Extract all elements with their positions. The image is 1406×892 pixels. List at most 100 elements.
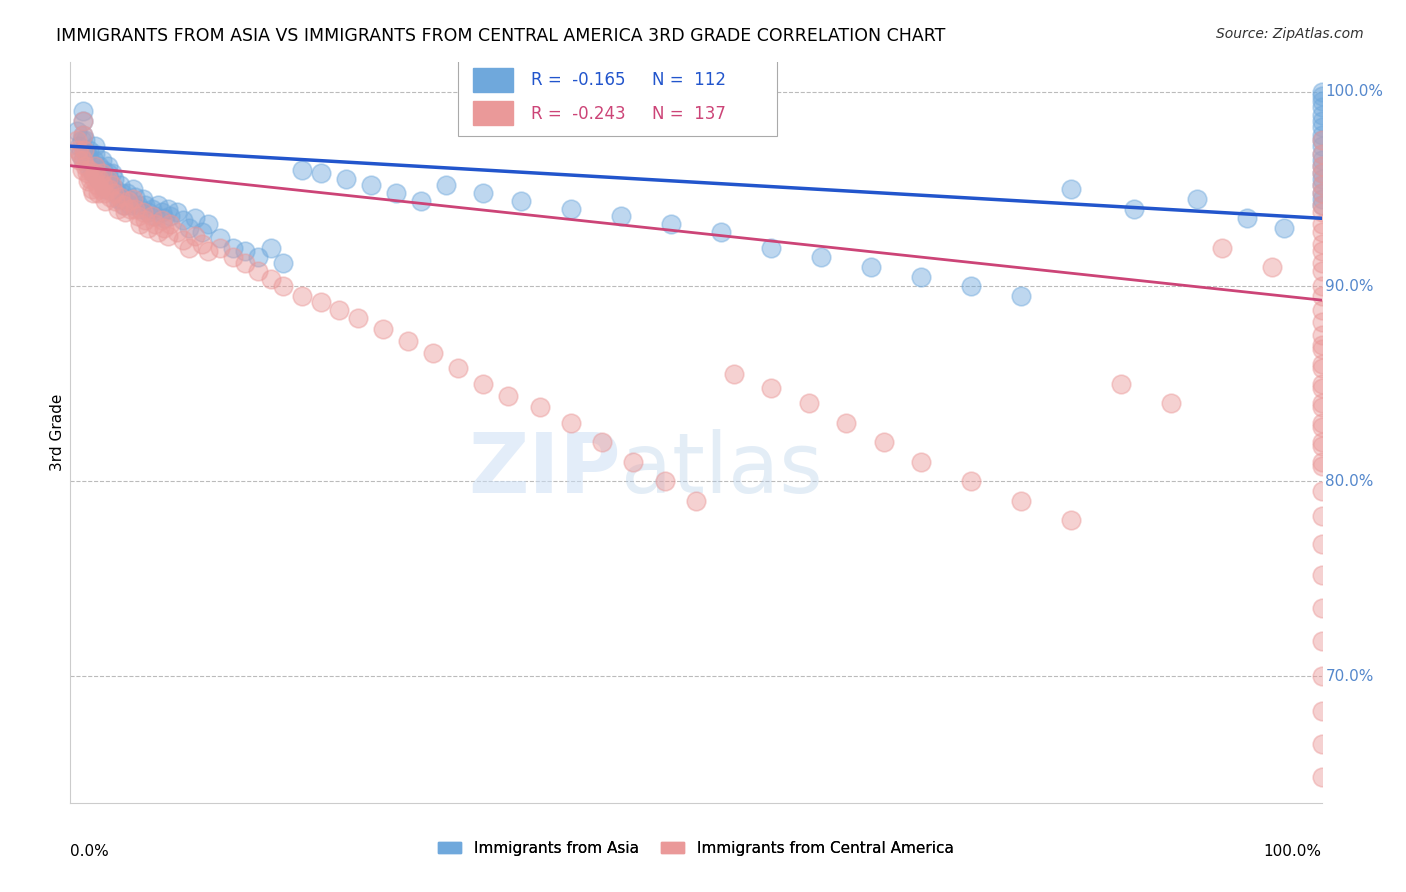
- Bar: [474, 101, 513, 126]
- Point: [1310, 133, 1333, 147]
- Point: [87, 172, 110, 186]
- Point: [910, 455, 932, 469]
- Point: [153, 221, 176, 235]
- Point: [1310, 416, 1333, 430]
- Point: [1160, 396, 1182, 410]
- Point: [447, 361, 470, 376]
- Point: [1310, 192, 1333, 206]
- Point: [1310, 279, 1333, 293]
- Text: R =  -0.243: R = -0.243: [531, 105, 626, 123]
- Point: [159, 217, 181, 231]
- Point: [335, 172, 357, 186]
- Point: [76, 174, 98, 188]
- Point: [560, 416, 582, 430]
- Point: [685, 493, 707, 508]
- Point: [1310, 120, 1333, 134]
- Point: [104, 194, 127, 208]
- Point: [472, 376, 495, 391]
- Point: [1310, 166, 1333, 180]
- Point: [710, 225, 733, 239]
- Point: [156, 202, 179, 216]
- Point: [93, 186, 115, 200]
- Point: [76, 159, 98, 173]
- Point: [124, 202, 146, 216]
- Point: [1310, 338, 1333, 352]
- Point: [67, 139, 90, 153]
- Point: [1310, 737, 1333, 751]
- Point: [1310, 458, 1333, 473]
- Point: [222, 240, 245, 254]
- Point: [1310, 85, 1333, 99]
- Point: [166, 205, 188, 219]
- Point: [84, 147, 107, 161]
- Point: [1310, 256, 1333, 270]
- Point: [1310, 509, 1333, 524]
- Legend: Immigrants from Asia, Immigrants from Central America: Immigrants from Asia, Immigrants from Ce…: [432, 835, 960, 862]
- Point: [73, 143, 96, 157]
- Point: [90, 153, 112, 167]
- Point: [145, 210, 167, 224]
- Point: [145, 217, 167, 231]
- Point: [120, 197, 142, 211]
- Point: [1310, 147, 1333, 161]
- Point: [190, 236, 212, 251]
- Point: [72, 114, 94, 128]
- Text: 90.0%: 90.0%: [1326, 279, 1374, 294]
- Point: [70, 162, 93, 177]
- Point: [110, 186, 132, 200]
- Point: [1211, 240, 1233, 254]
- Point: [1310, 95, 1333, 109]
- Point: [73, 143, 96, 157]
- Point: [1310, 634, 1333, 648]
- Point: [129, 202, 152, 216]
- Point: [1310, 88, 1333, 103]
- Point: [654, 475, 676, 489]
- Point: [111, 197, 134, 211]
- Point: [1310, 100, 1333, 114]
- Point: [1310, 567, 1333, 582]
- Point: [1185, 192, 1208, 206]
- Y-axis label: 3rd Grade: 3rd Grade: [49, 394, 65, 471]
- Point: [79, 153, 101, 167]
- Point: [247, 264, 270, 278]
- Point: [209, 231, 232, 245]
- Point: [498, 388, 520, 402]
- Point: [94, 182, 117, 196]
- Point: [107, 192, 129, 206]
- Point: [72, 114, 94, 128]
- Point: [117, 192, 139, 206]
- Point: [1310, 484, 1333, 499]
- Point: [860, 260, 883, 274]
- Point: [1310, 314, 1333, 328]
- Text: IMMIGRANTS FROM ASIA VS IMMIGRANTS FROM CENTRAL AMERICA 3RD GRADE CORRELATION CH: IMMIGRANTS FROM ASIA VS IMMIGRANTS FROM …: [56, 27, 946, 45]
- Point: [146, 197, 169, 211]
- Point: [77, 162, 100, 177]
- Point: [153, 211, 176, 226]
- Point: [75, 159, 97, 173]
- Point: [86, 162, 108, 177]
- Point: [259, 271, 281, 285]
- Point: [1010, 289, 1032, 303]
- Point: [72, 128, 94, 142]
- Point: [271, 279, 294, 293]
- Bar: [474, 68, 513, 92]
- Point: [659, 217, 682, 231]
- Point: [79, 172, 101, 186]
- Point: [1310, 358, 1333, 372]
- Point: [1310, 771, 1333, 785]
- Point: [1310, 435, 1333, 450]
- Point: [65, 133, 87, 147]
- Point: [396, 334, 419, 348]
- Point: [560, 202, 582, 216]
- Point: [384, 186, 406, 200]
- Point: [1060, 513, 1083, 527]
- Point: [529, 401, 551, 415]
- Text: atlas: atlas: [621, 429, 823, 510]
- Point: [309, 166, 332, 180]
- Point: [1272, 221, 1295, 235]
- Point: [70, 133, 93, 147]
- Point: [115, 186, 138, 200]
- Point: [141, 202, 163, 216]
- Point: [235, 256, 257, 270]
- Point: [1310, 205, 1333, 219]
